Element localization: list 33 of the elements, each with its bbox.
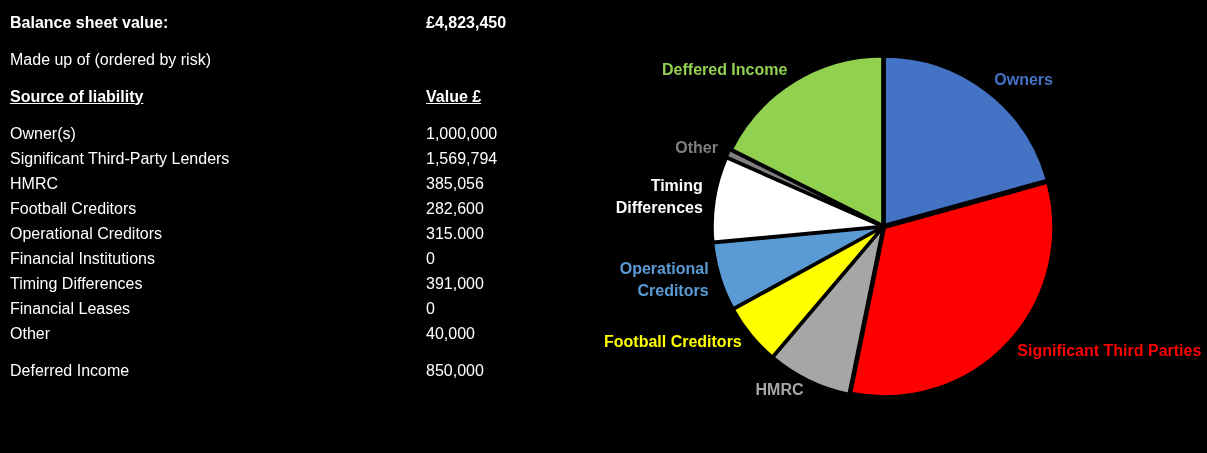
text: Football Creditors xyxy=(10,199,138,218)
slice-label: Other xyxy=(675,138,718,156)
slice-label: Significant Third Parties xyxy=(1017,341,1202,359)
slice-label: Owners xyxy=(994,71,1054,89)
text: 315.000 xyxy=(426,224,484,243)
text: 1,569,794 xyxy=(426,149,498,168)
text: Made up of (ordered by risk) xyxy=(10,50,212,69)
text: 391,000 xyxy=(426,274,484,293)
text: Significant Third-Party Lenders xyxy=(10,149,231,168)
text: Operational Creditors xyxy=(10,224,164,243)
slice-label: Deffered Income xyxy=(662,61,788,79)
text: 282,600 xyxy=(426,199,484,218)
text: Timing Differences xyxy=(10,274,144,293)
text: £4,823,450 xyxy=(426,13,507,32)
text: 385,056 xyxy=(426,174,484,193)
slice-label: Football Creditors xyxy=(603,332,742,350)
text: 1,000,000 xyxy=(426,124,498,143)
text: Deferred Income xyxy=(10,361,131,380)
text: Value £ xyxy=(426,87,482,106)
text: Financial Leases xyxy=(10,299,132,318)
text: Other xyxy=(10,324,51,343)
text: Source of liability xyxy=(10,87,145,106)
text: 850,000 xyxy=(426,361,484,380)
slice-label: HMRC xyxy=(755,381,804,399)
text: Financial Institutions xyxy=(10,249,156,268)
slice-label: Timing Differences xyxy=(615,176,703,216)
slice-label: Operational Creditors xyxy=(619,259,709,299)
text: Owner(s) xyxy=(10,124,77,143)
text: Balance sheet value: xyxy=(10,13,170,32)
text: 0 xyxy=(426,299,435,318)
text: HMRC xyxy=(10,174,59,193)
text: 40,000 xyxy=(426,324,475,343)
text: 0 xyxy=(426,249,435,268)
